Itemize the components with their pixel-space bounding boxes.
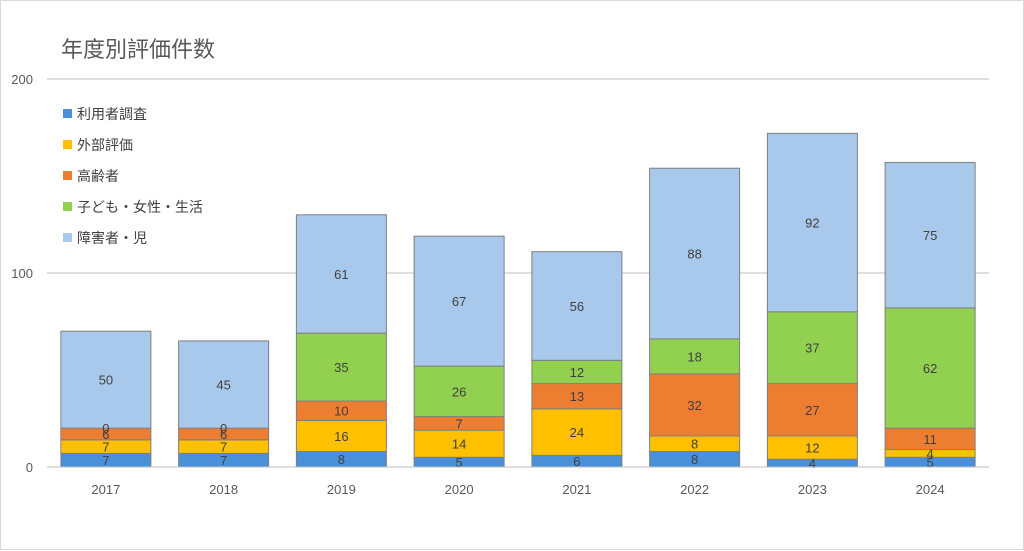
data-label: 6 — [102, 427, 109, 442]
bar-segment — [60, 330, 152, 429]
legend-label: 障害者・児 — [77, 231, 147, 247]
data-label: 13 — [570, 389, 584, 404]
data-label: 12 — [805, 441, 819, 456]
data-label: 0 — [220, 421, 227, 436]
data-label: 7 — [220, 453, 227, 468]
bar-segment — [295, 332, 387, 402]
data-label: 8 — [338, 452, 345, 467]
legend-swatch — [63, 140, 72, 149]
bars — [60, 132, 976, 468]
data-label: 18 — [687, 349, 701, 364]
data-label: 12 — [570, 365, 584, 380]
data-label: 7 — [456, 416, 463, 431]
data-label: 45 — [216, 378, 230, 393]
bar-segment — [413, 235, 505, 367]
x-tick-label: 2017 — [91, 482, 120, 497]
chart-title: 年度別評価件数 — [61, 38, 215, 63]
legend-swatch — [63, 109, 72, 118]
bar-segment — [649, 373, 741, 437]
data-label: 6 — [573, 454, 580, 469]
x-tick-label: 2024 — [916, 482, 945, 497]
bar-segment — [413, 365, 505, 418]
data-label: 24 — [570, 425, 584, 440]
x-tick-label: 2023 — [798, 482, 827, 497]
x-tick-label: 2020 — [445, 482, 474, 497]
data-label: 4 — [927, 446, 934, 461]
data-label: 4 — [809, 456, 816, 471]
legend-label: 利用者調査 — [77, 107, 147, 123]
data-label: 5 — [456, 455, 463, 470]
data-label: 56 — [570, 299, 584, 314]
data-label: 10 — [334, 404, 348, 419]
data-label: 11 — [923, 432, 937, 447]
legend-swatch — [63, 202, 72, 211]
y-tick-label: 200 — [11, 72, 33, 87]
bar-segment — [884, 161, 976, 309]
data-label: 0 — [102, 421, 109, 436]
data-label: 61 — [334, 267, 348, 282]
data-label: 27 — [805, 403, 819, 418]
bar-segment — [295, 419, 387, 452]
legend-label: 子ども・女性・生活 — [77, 199, 203, 216]
data-label: 37 — [805, 341, 819, 356]
data-label: 7 — [102, 453, 109, 468]
data-label: 62 — [923, 361, 937, 376]
data-label: 7 — [102, 440, 109, 455]
legend-label: 高齢者 — [77, 168, 119, 185]
bar-segment — [531, 251, 623, 361]
data-label: 16 — [334, 429, 348, 444]
bar-segment — [766, 311, 858, 385]
x-tick-label: 2018 — [209, 482, 238, 497]
data-label: 50 — [99, 373, 113, 388]
data-label: 14 — [452, 437, 466, 452]
data-label: 6 — [220, 427, 227, 442]
bar-segment — [884, 307, 976, 429]
bar-segment — [649, 167, 741, 340]
data-label: 92 — [805, 216, 819, 231]
data-label: 26 — [452, 384, 466, 399]
y-tick-label: 0 — [26, 460, 33, 475]
x-tick-label: 2019 — [327, 482, 356, 497]
data-label: 35 — [334, 360, 348, 375]
data-labels: 7760507760458161035615147266762413125688… — [99, 216, 938, 472]
data-label: 75 — [923, 228, 937, 243]
bar-segment — [295, 214, 387, 334]
legend-label: 外部評価 — [77, 138, 133, 154]
x-tick-label: 2022 — [680, 482, 709, 497]
bar-segment — [178, 340, 270, 429]
data-label: 5 — [927, 455, 934, 470]
data-label: 67 — [452, 294, 466, 309]
x-tick-label: 2021 — [562, 482, 591, 497]
data-label: 88 — [687, 247, 701, 262]
data-label: 7 — [220, 440, 227, 455]
y-tick-label: 100 — [11, 266, 33, 281]
legend-swatch — [63, 171, 72, 180]
legend-swatch — [63, 233, 72, 242]
bar-segment — [766, 383, 858, 437]
bar-segment — [649, 338, 741, 375]
data-label: 8 — [691, 452, 698, 467]
data-label: 8 — [691, 437, 698, 452]
data-label: 32 — [687, 398, 701, 413]
bar-segment — [766, 132, 858, 313]
